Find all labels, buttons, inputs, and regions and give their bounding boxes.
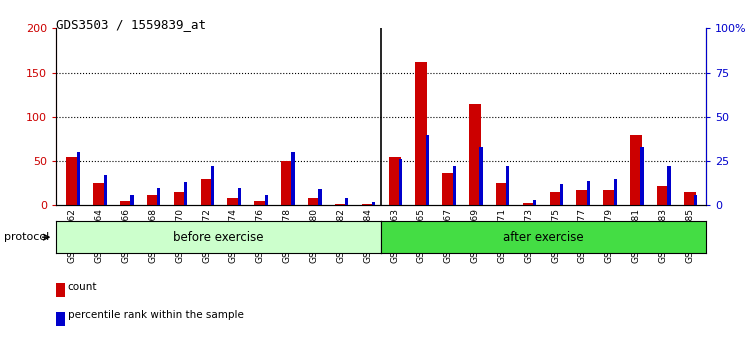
Text: count: count	[68, 282, 97, 292]
Bar	[641, 147, 644, 205]
Bar	[335, 204, 347, 205]
Bar	[211, 166, 214, 205]
Bar	[684, 192, 696, 205]
Bar	[560, 184, 563, 205]
Bar	[255, 201, 267, 205]
Bar	[291, 152, 294, 205]
Text: GDS3503 / 1559839_at: GDS3503 / 1559839_at	[56, 18, 207, 31]
Bar	[184, 182, 187, 205]
Bar	[388, 156, 400, 205]
Bar	[173, 192, 185, 205]
Bar	[469, 104, 481, 205]
Bar	[399, 159, 402, 205]
Bar	[157, 188, 161, 205]
Bar	[479, 147, 483, 205]
Bar	[415, 62, 427, 205]
Bar	[318, 189, 321, 205]
Bar	[66, 156, 78, 205]
Bar	[587, 181, 590, 205]
Bar	[362, 204, 374, 205]
Bar	[614, 179, 617, 205]
Bar	[694, 195, 698, 205]
Bar	[120, 201, 132, 205]
Bar	[657, 186, 669, 205]
Bar	[550, 192, 562, 205]
Bar	[131, 195, 134, 205]
Bar	[426, 135, 429, 205]
Bar	[201, 179, 213, 205]
Bar	[523, 202, 535, 205]
Bar	[442, 172, 454, 205]
Bar	[281, 161, 293, 205]
Bar	[577, 190, 589, 205]
Bar	[345, 198, 348, 205]
Text: before exercise: before exercise	[173, 231, 264, 244]
Bar	[630, 135, 642, 205]
Bar	[603, 190, 615, 205]
Bar	[264, 195, 268, 205]
Bar	[453, 166, 456, 205]
Bar	[308, 198, 320, 205]
Text: after exercise: after exercise	[503, 231, 584, 244]
Bar	[77, 152, 80, 205]
Bar	[104, 175, 107, 205]
Text: protocol: protocol	[4, 232, 49, 242]
Bar	[506, 166, 509, 205]
Bar	[228, 198, 240, 205]
Bar	[93, 183, 105, 205]
Text: percentile rank within the sample: percentile rank within the sample	[68, 310, 243, 320]
Bar	[147, 195, 159, 205]
Bar	[372, 202, 376, 205]
Bar	[238, 188, 241, 205]
Bar	[496, 183, 508, 205]
Bar	[533, 200, 536, 205]
Bar	[668, 166, 671, 205]
